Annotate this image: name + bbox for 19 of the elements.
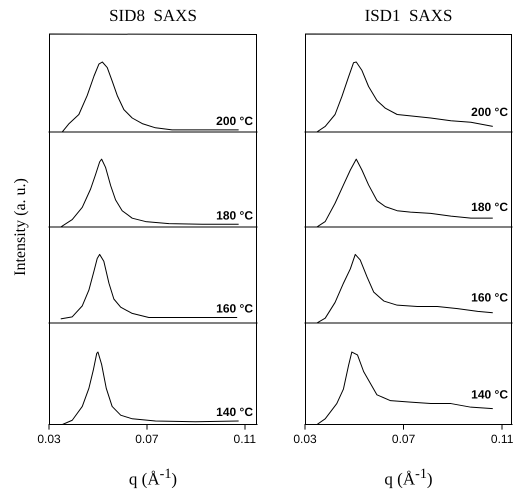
- annotation: 140 °C: [471, 388, 508, 402]
- annotation: 180 °C: [216, 208, 254, 222]
- x-tick-label: 0.11: [234, 432, 256, 446]
- x-axis-title: q (Å$^{-1}$): [128, 466, 178, 490]
- annotation: 200 °C: [216, 114, 254, 128]
- y-axis-title: Intensity (a. u.): [12, 177, 30, 278]
- x-tick-label: 0.07: [135, 432, 159, 446]
- x-tick-label: 0.11: [490, 432, 514, 446]
- chart-title: ISD1 SAXS: [364, 6, 454, 26]
- chart-title: SID8 SAXS: [108, 6, 198, 26]
- annotation: 200 °C: [471, 104, 508, 119]
- x-axis-title: q (Å$^{-1}$): [383, 466, 434, 490]
- x-tick-label: 0.03: [37, 432, 61, 446]
- annotation: 160 °C: [216, 302, 254, 316]
- annotation: 180 °C: [471, 200, 508, 214]
- x-tick-label: 0.03: [293, 432, 317, 446]
- annotation: 160 °C: [471, 290, 508, 305]
- x-tick-label: 0.07: [392, 432, 416, 446]
- annotation: 140 °C: [216, 404, 254, 419]
